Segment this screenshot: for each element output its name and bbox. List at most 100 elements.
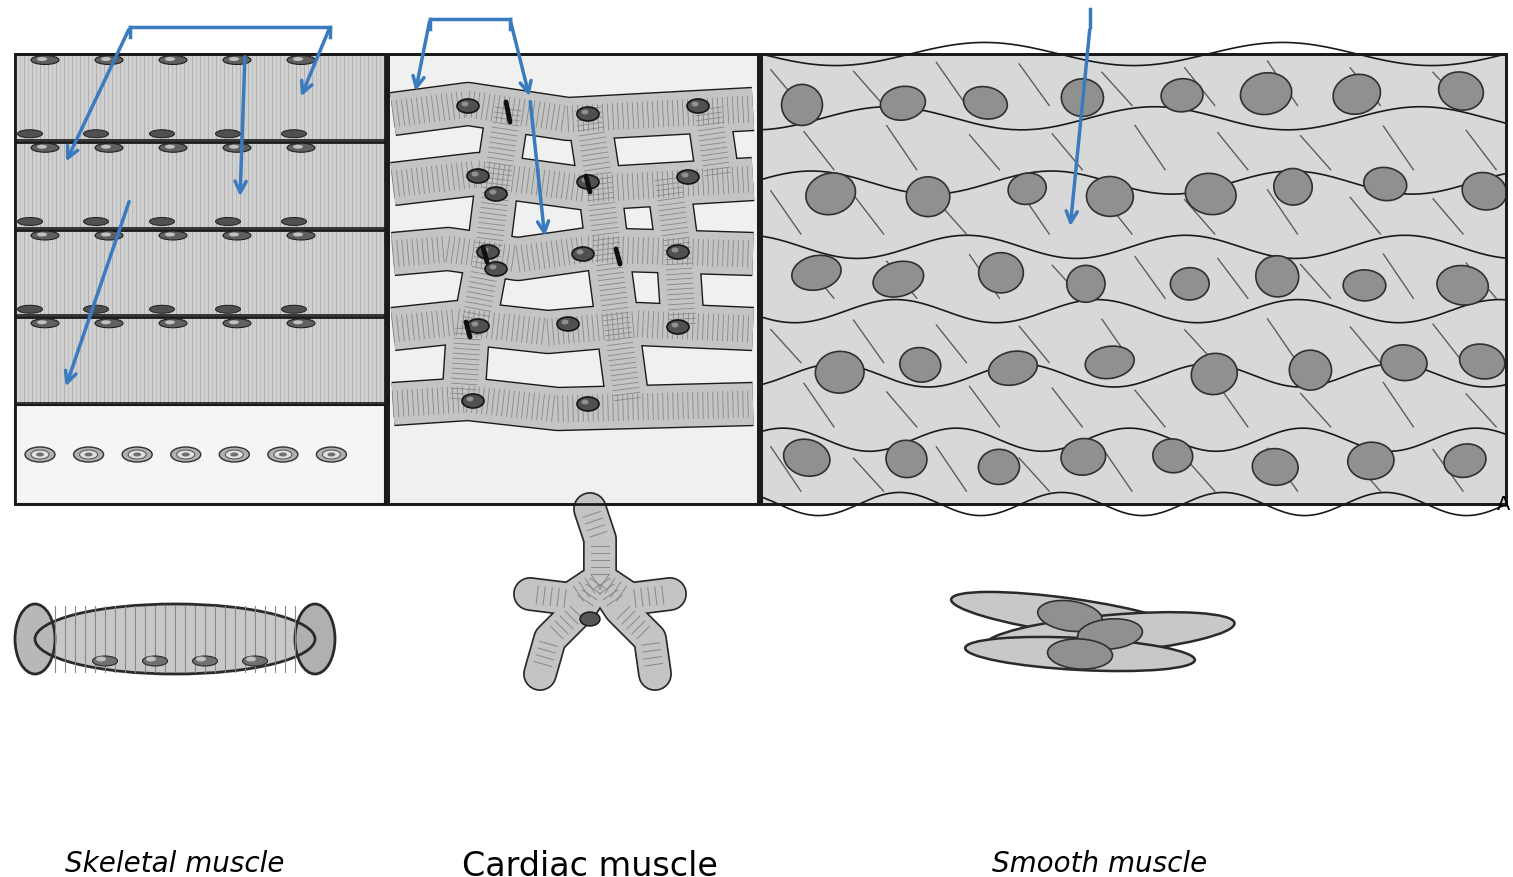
Ellipse shape [1333,75,1380,115]
Ellipse shape [215,218,241,226]
Ellipse shape [222,319,251,328]
Ellipse shape [1437,267,1489,306]
Bar [15,55,384,504]
Ellipse shape [230,453,238,457]
Ellipse shape [222,56,251,66]
Ellipse shape [36,146,47,150]
Ellipse shape [74,447,103,462]
Ellipse shape [165,233,176,238]
Ellipse shape [906,178,950,217]
Bar [387,55,758,504]
Ellipse shape [83,131,109,139]
Ellipse shape [490,265,496,270]
Ellipse shape [1363,168,1407,202]
Ellipse shape [35,604,315,674]
Ellipse shape [268,447,298,462]
Ellipse shape [18,131,42,139]
Ellipse shape [782,85,823,126]
Ellipse shape [159,319,188,328]
Ellipse shape [576,397,599,411]
Ellipse shape [1077,619,1142,650]
Ellipse shape [1160,80,1203,112]
Ellipse shape [287,144,315,153]
Ellipse shape [101,321,110,324]
Ellipse shape [461,103,469,107]
Ellipse shape [1253,449,1298,486]
Bar [15,55,384,504]
Ellipse shape [197,657,206,662]
Ellipse shape [150,218,174,226]
Ellipse shape [1086,177,1133,217]
Ellipse shape [159,56,188,66]
Ellipse shape [30,451,48,460]
Ellipse shape [1067,266,1104,303]
Ellipse shape [979,253,1023,294]
Ellipse shape [687,100,710,114]
Ellipse shape [579,612,601,626]
Ellipse shape [581,400,589,405]
Ellipse shape [481,248,489,253]
Ellipse shape [287,319,315,328]
Ellipse shape [667,246,688,260]
Ellipse shape [1171,268,1209,301]
Ellipse shape [83,306,109,314]
Ellipse shape [142,656,168,667]
Ellipse shape [1348,443,1393,480]
Ellipse shape [477,246,499,260]
Ellipse shape [228,321,239,324]
Ellipse shape [964,88,1008,120]
Ellipse shape [1191,354,1238,396]
Ellipse shape [691,103,699,107]
Ellipse shape [1153,439,1192,474]
Ellipse shape [468,170,489,184]
Ellipse shape [1289,351,1331,390]
Bar [15,231,384,316]
Ellipse shape [676,171,699,185]
Ellipse shape [1462,174,1507,210]
Ellipse shape [294,146,303,150]
Ellipse shape [165,58,176,62]
Ellipse shape [1381,346,1427,381]
Ellipse shape [101,58,110,62]
Ellipse shape [988,352,1038,386]
Ellipse shape [1439,73,1483,111]
Ellipse shape [30,232,59,240]
Ellipse shape [281,306,307,314]
Ellipse shape [557,317,579,332]
Ellipse shape [26,447,54,462]
Ellipse shape [15,604,54,674]
Ellipse shape [159,232,188,240]
Ellipse shape [873,262,923,297]
Bar [761,55,1505,504]
Ellipse shape [1185,175,1236,216]
Ellipse shape [123,447,153,462]
Ellipse shape [1460,345,1505,380]
Ellipse shape [486,188,507,202]
Ellipse shape [36,453,44,457]
Ellipse shape [150,131,174,139]
Ellipse shape [177,451,195,460]
Ellipse shape [472,322,478,327]
Ellipse shape [281,131,307,139]
Ellipse shape [576,108,599,122]
Text: A: A [1496,495,1510,514]
Bar [15,405,384,504]
Ellipse shape [287,232,315,240]
Ellipse shape [150,306,174,314]
Ellipse shape [95,144,123,153]
Ellipse shape [101,233,110,238]
Ellipse shape [36,233,47,238]
Ellipse shape [159,144,188,153]
Ellipse shape [171,447,201,462]
Ellipse shape [165,321,176,324]
Ellipse shape [165,146,176,150]
Ellipse shape [36,321,47,324]
Ellipse shape [219,447,250,462]
Ellipse shape [274,451,292,460]
Ellipse shape [965,638,1195,671]
Ellipse shape [816,352,864,394]
Ellipse shape [133,453,141,457]
Ellipse shape [145,657,156,662]
Bar [15,55,384,140]
Ellipse shape [129,451,147,460]
